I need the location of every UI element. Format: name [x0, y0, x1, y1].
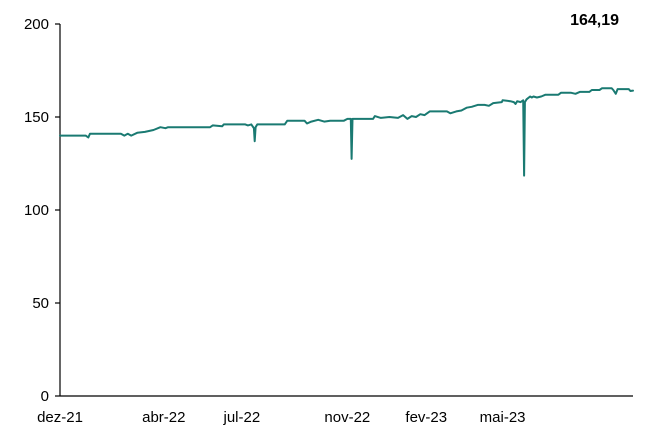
x-axis: dez-21 abr-22 jul-22 nov-22 fev-23 mai-23 — [37, 395, 633, 426]
y-tick-label: 150 — [24, 109, 49, 126]
x-tick-label: dez-21 — [37, 409, 83, 426]
x-tick-label: fev-23 — [405, 409, 447, 426]
series-line — [59, 87, 634, 177]
y-tick-label: 100 — [24, 202, 49, 219]
y-tick-label: 50 — [32, 295, 49, 312]
x-tick-label: abr-22 — [142, 409, 185, 426]
x-tick-label: mai-23 — [480, 409, 526, 426]
last-value-label: 164,19 — [570, 12, 619, 29]
x-tick-label: jul-22 — [223, 409, 261, 426]
y-tick-label: 200 — [24, 16, 49, 33]
y-tick-label: 0 — [41, 388, 49, 405]
y-axis: 0 50 100 150 200 — [24, 16, 61, 405]
series-layer — [59, 87, 634, 177]
x-tick-label: nov-22 — [324, 409, 370, 426]
